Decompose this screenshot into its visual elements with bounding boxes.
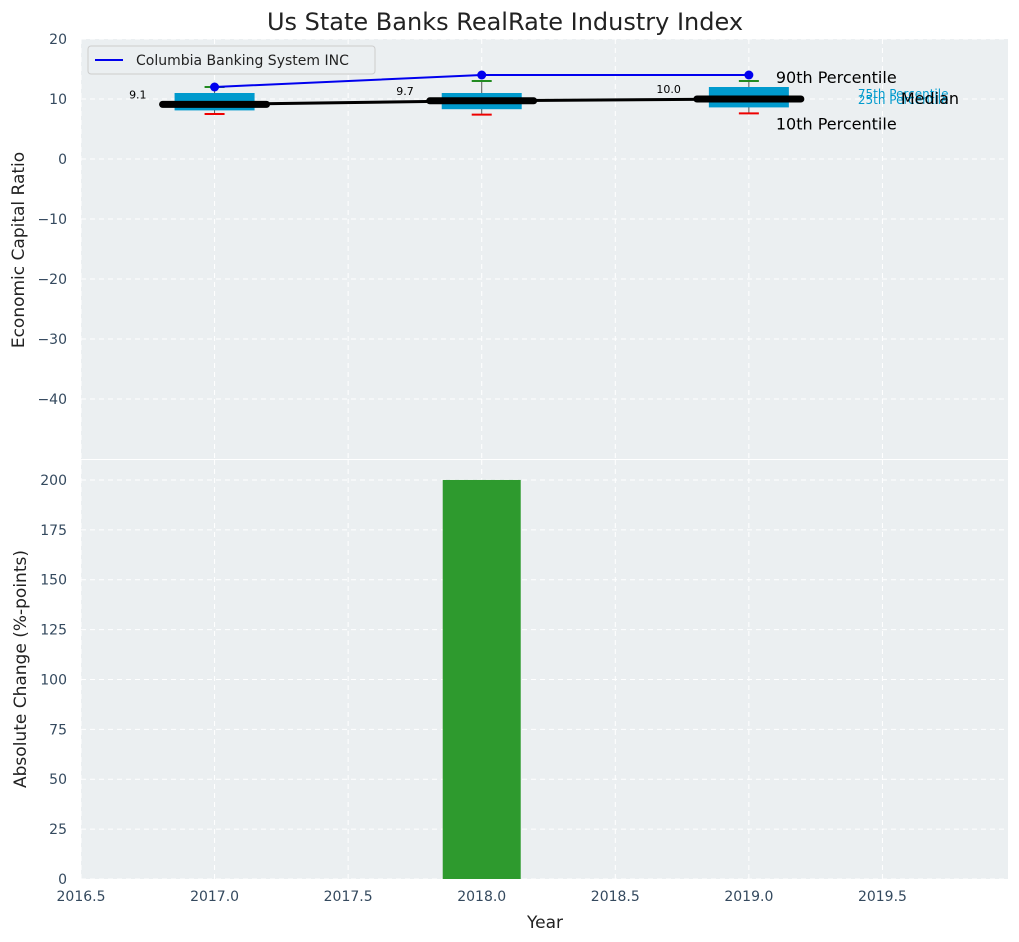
top-ytick-label: −20 [37, 272, 67, 288]
bottom-plot: 0 25 50 75 100 125 150 175 200 2016.5 2017.0 2017.… [11, 460, 1008, 933]
bottom-gridlines [80, 460, 1008, 880]
bottom-ytick-label: 50 [49, 772, 67, 788]
xtick-label: 2017.0 [190, 889, 239, 905]
annotation-p75: 75th Percentile [858, 87, 949, 101]
top-plot: 20 10 0 −10 −20 −30 −40 9.1 9.7 10.0 90th Percen… [9, 32, 1008, 459]
median-line [214, 97, 749, 106]
median-value-label: 9.7 [396, 85, 414, 98]
chart-title: Us State Banks RealRate Industry Index [267, 8, 743, 36]
bottom-ytick-label: 175 [40, 523, 67, 539]
bottom-ytick-label: 150 [40, 573, 67, 589]
xtick-label: 2018.5 [591, 889, 640, 905]
bottom-ytick-label: 100 [40, 672, 67, 688]
x-axis-title: Year [526, 913, 563, 933]
median-value-label: 9.1 [129, 88, 147, 101]
change-bar [442, 479, 521, 879]
top-ytick-label: 0 [58, 152, 67, 168]
top-y-axis-title: Economic Capital Ratio [9, 152, 29, 348]
annotation-median: Median [901, 89, 959, 108]
xtick-label: 2018.0 [457, 889, 506, 905]
top-ytick-label: −40 [37, 392, 67, 408]
bottom-y-axis-title: Absolute Change (%-points) [11, 550, 31, 788]
annotation-p90: 90th Percentile [776, 68, 897, 87]
percentile-annotations: 90th Percentile 10th Percentile 75th Perce… [776, 68, 959, 133]
legend-box [87, 45, 376, 75]
bottom-ytick-label: 25 [49, 822, 67, 838]
top-ytick-label: 20 [49, 32, 67, 48]
top-y-ticks: 20 10 0 −10 −20 −30 −40 [37, 32, 67, 408]
bottom-ytick-label: 125 [40, 623, 67, 639]
top-ytick-label: −30 [37, 332, 67, 348]
median-value-label: 10.0 [656, 83, 681, 96]
company-point [477, 70, 487, 80]
bottom-bars [442, 479, 521, 879]
bottom-x-ticks: 2016.5 2017.0 2017.5 2018.0 2018.5 2019.0 2019… [57, 889, 907, 905]
annotation-p10: 10th Percentile [776, 114, 897, 133]
xtick-label: 2019.0 [724, 889, 773, 905]
bottom-ytick-label: 0 [58, 872, 67, 888]
top-ytick-label: 10 [49, 92, 67, 108]
legend: Columbia Banking System INC [87, 45, 376, 75]
xtick-label: 2019.5 [858, 889, 907, 905]
bottom-plot-background [81, 460, 1008, 879]
company-point [210, 82, 220, 92]
top-series [210, 70, 754, 106]
bottom-ytick-label: 200 [40, 473, 67, 489]
xtick-label: 2017.5 [324, 889, 373, 905]
annotation-p25: 25th Percentile [858, 93, 949, 107]
company-point [744, 70, 754, 80]
top-ytick-label: −10 [37, 212, 67, 228]
bottom-y-ticks: 0 25 50 75 100 125 150 175 200 [40, 473, 67, 888]
legend-label-company: Columbia Banking System INC [136, 53, 349, 69]
bottom-ytick-label: 75 [49, 722, 67, 738]
xtick-label: 2016.5 [57, 889, 106, 905]
